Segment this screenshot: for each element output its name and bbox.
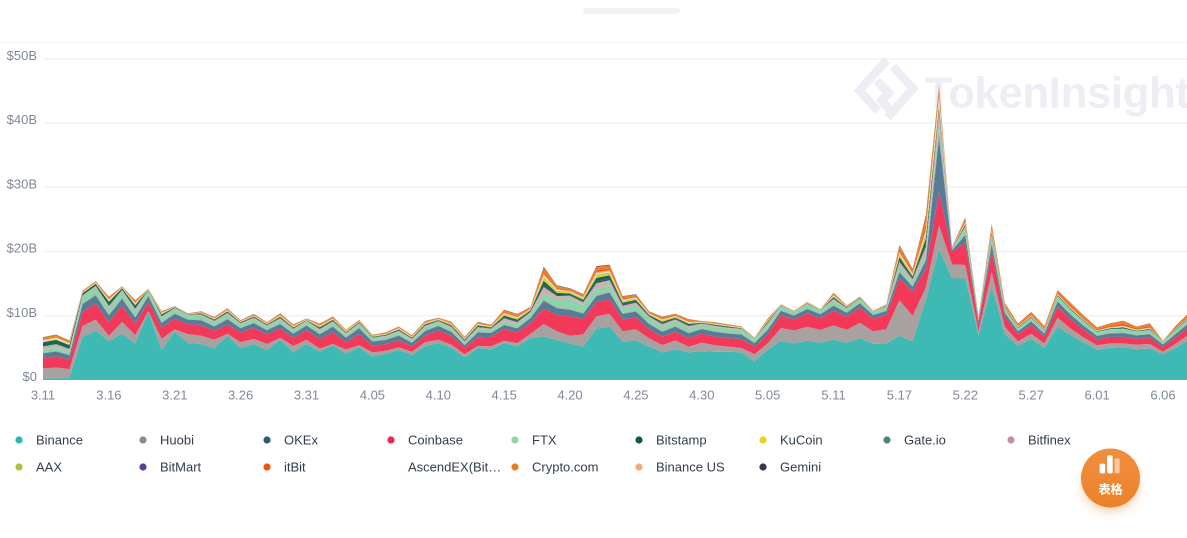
- svg-text:Gemini: Gemini: [780, 459, 821, 474]
- svg-text:Binance: Binance: [36, 432, 83, 447]
- svg-text:OKEx: OKEx: [284, 432, 318, 447]
- svg-text:$20B: $20B: [7, 241, 37, 256]
- svg-text:3.21: 3.21: [162, 388, 187, 403]
- svg-text:5.05: 5.05: [755, 388, 780, 403]
- svg-text:6.06: 6.06: [1150, 388, 1175, 403]
- svg-text:5.11: 5.11: [821, 388, 845, 403]
- svg-text:KuCoin: KuCoin: [780, 432, 823, 447]
- svg-text:3.11: 3.11: [31, 388, 55, 403]
- svg-text:表格: 表格: [1097, 482, 1123, 497]
- svg-text:Gate.io: Gate.io: [904, 432, 946, 447]
- svg-text:4.20: 4.20: [557, 388, 582, 403]
- svg-text:3.16: 3.16: [96, 388, 121, 403]
- svg-text:Crypto.com: Crypto.com: [532, 459, 598, 474]
- svg-text:$50B: $50B: [7, 48, 37, 63]
- svg-text:AscendEX(Bit…: AscendEX(Bit…: [408, 459, 501, 474]
- svg-text:4.10: 4.10: [426, 388, 451, 403]
- svg-text:4.30: 4.30: [689, 388, 714, 403]
- svg-text:BitMart: BitMart: [160, 459, 202, 474]
- svg-text:$10B: $10B: [7, 305, 37, 320]
- svg-text:$30B: $30B: [7, 176, 37, 191]
- svg-text:6.01: 6.01: [1084, 388, 1109, 403]
- svg-text:3.31: 3.31: [294, 388, 319, 403]
- svg-text:5.17: 5.17: [887, 388, 912, 403]
- svg-text:AAX: AAX: [36, 459, 62, 474]
- svg-text:Bitfinex: Bitfinex: [1028, 432, 1071, 447]
- svg-text:4.05: 4.05: [360, 388, 385, 403]
- svg-text:$40B: $40B: [7, 112, 37, 127]
- svg-text:3.26: 3.26: [228, 388, 253, 403]
- svg-text:Bitstamp: Bitstamp: [656, 432, 707, 447]
- svg-text:4.25: 4.25: [623, 388, 648, 403]
- svg-text:5.22: 5.22: [953, 388, 978, 403]
- svg-text:4.15: 4.15: [492, 388, 517, 403]
- svg-text:FTX: FTX: [532, 432, 557, 447]
- svg-text:TokenInsight: TokenInsight: [925, 69, 1187, 118]
- svg-text:Binance US: Binance US: [656, 459, 725, 474]
- svg-text:Coinbase: Coinbase: [408, 432, 463, 447]
- svg-text:Huobi: Huobi: [160, 432, 194, 447]
- svg-text:itBit: itBit: [284, 459, 306, 474]
- svg-text:5.27: 5.27: [1019, 388, 1044, 403]
- svg-text:$0: $0: [23, 369, 37, 384]
